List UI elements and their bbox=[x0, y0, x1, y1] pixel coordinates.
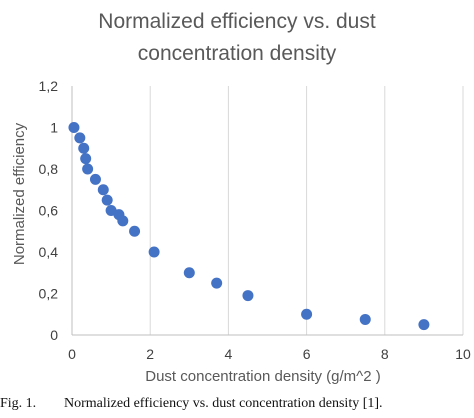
y-axis-title: Normalized efficiency bbox=[11, 122, 28, 265]
x-tick-label: 10 bbox=[455, 346, 471, 362]
y-tick-label: 0,4 bbox=[39, 244, 59, 260]
chart-title: Normalized efficiency vs. dust concentra… bbox=[98, 10, 376, 65]
y-tick-label: 0,6 bbox=[39, 203, 59, 219]
y-tick-label: 1,2 bbox=[39, 78, 59, 94]
data-point bbox=[418, 319, 430, 331]
data-point bbox=[74, 132, 86, 144]
data-point bbox=[148, 246, 160, 258]
data-point bbox=[301, 308, 313, 320]
x-tick-label: 2 bbox=[146, 346, 154, 362]
y-tick-label: 0 bbox=[50, 327, 58, 343]
figure-caption: Fig. 1. Normalized efficiency vs. dust co… bbox=[0, 396, 474, 416]
data-point bbox=[242, 290, 254, 302]
x-tick-label: 8 bbox=[381, 346, 389, 362]
y-tick-label: 0,8 bbox=[39, 161, 59, 177]
y-tick-labels: 0 0,2 0,4 0,6 0,8 1 1,2 bbox=[39, 78, 59, 343]
x-tick-label: 0 bbox=[68, 346, 76, 362]
data-point bbox=[359, 313, 371, 325]
data-point bbox=[117, 215, 129, 227]
data-point bbox=[211, 277, 223, 289]
data-points bbox=[68, 122, 430, 331]
y-tick-label: 1 bbox=[50, 120, 58, 136]
scatter-chart: Normalized efficiency vs. dust concentra… bbox=[11, 10, 471, 385]
x-tick-labels: 0 2 4 6 8 10 bbox=[68, 346, 471, 362]
axes bbox=[71, 86, 463, 336]
data-point bbox=[97, 184, 109, 196]
data-point bbox=[68, 122, 80, 133]
chart-title-line-2: concentration density bbox=[138, 42, 337, 65]
data-point bbox=[89, 173, 101, 185]
data-point bbox=[183, 267, 195, 279]
x-tick-label: 6 bbox=[303, 346, 311, 362]
data-point bbox=[80, 153, 92, 165]
y-tick-label: 0,2 bbox=[39, 286, 59, 302]
caption-text: Normalized efficiency vs. dust concentra… bbox=[64, 396, 383, 411]
x-tick-label: 4 bbox=[225, 346, 233, 362]
data-point bbox=[82, 163, 94, 175]
caption-number: Fig. 1. bbox=[0, 396, 37, 411]
data-point bbox=[129, 225, 141, 237]
data-point bbox=[78, 142, 90, 154]
data-point bbox=[101, 194, 113, 206]
chart-title-line-1: Normalized efficiency vs. dust bbox=[98, 10, 376, 33]
x-axis-title: Dust concentration density (g/m^2 ) bbox=[145, 368, 380, 385]
gridlines bbox=[149, 86, 464, 335]
